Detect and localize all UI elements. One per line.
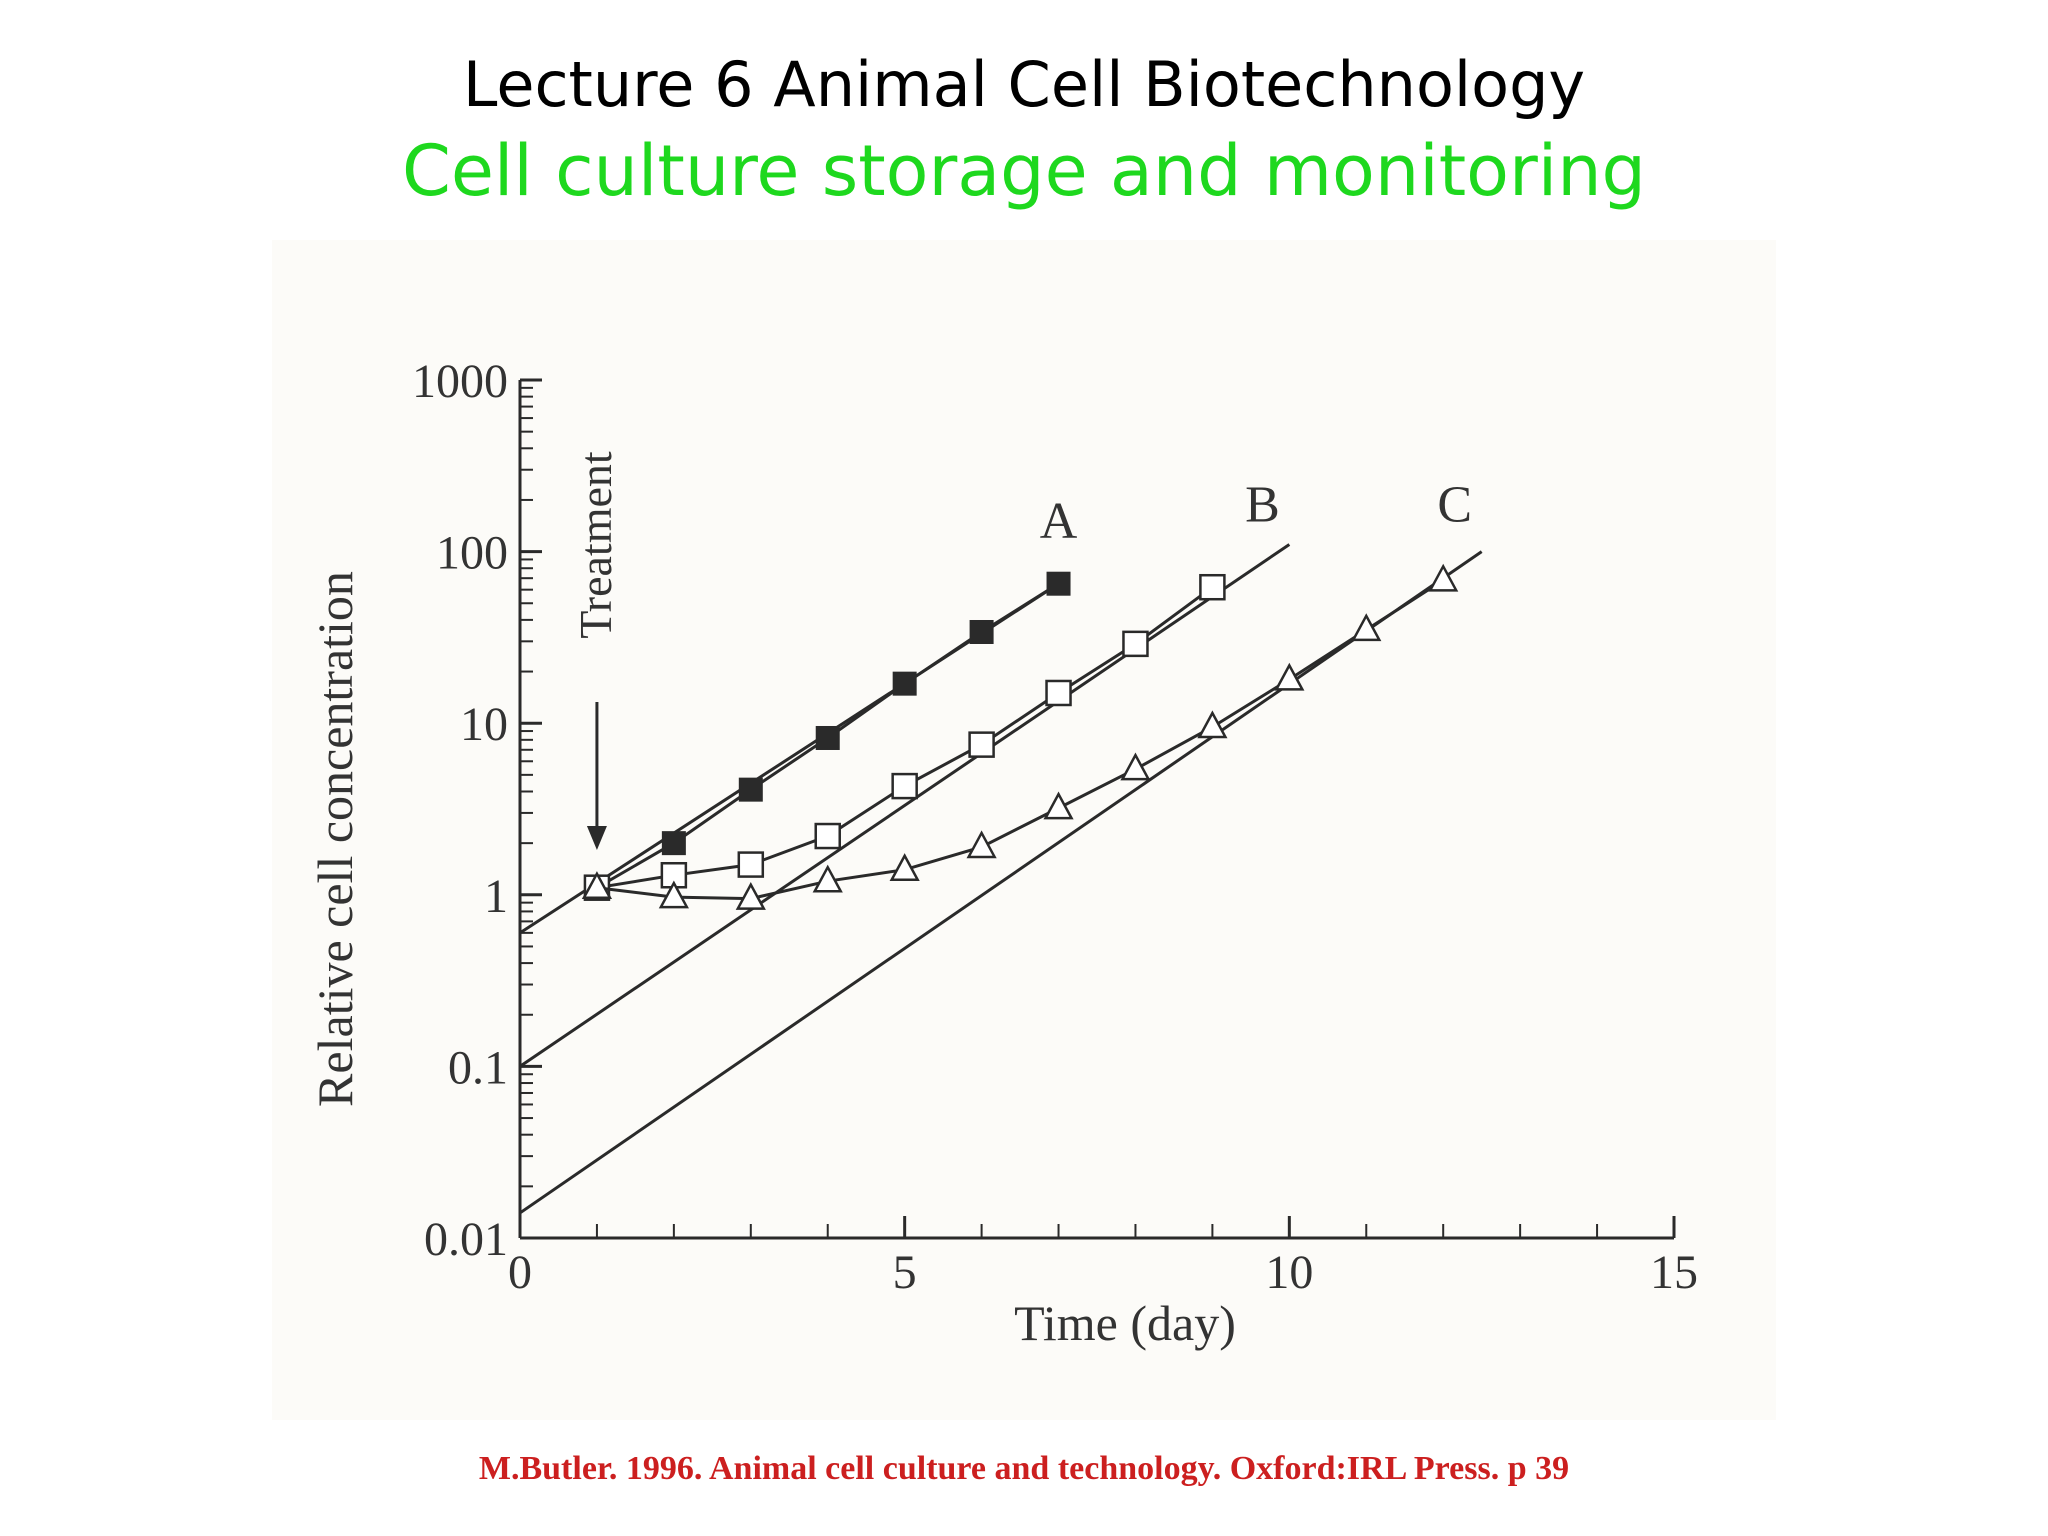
data-point — [581, 871, 613, 899]
y-tick-label: 1 — [484, 870, 508, 923]
x-tick-label: 0 — [508, 1246, 532, 1299]
series-data-line — [596, 579, 1445, 901]
data-point — [891, 772, 918, 800]
y-tick-label: 100 — [436, 527, 508, 580]
series-label: B — [1245, 476, 1280, 533]
data-point — [1122, 630, 1149, 658]
x-tick-label: 5 — [893, 1246, 917, 1299]
series-c: C — [519, 476, 1483, 1215]
slide-subtitle: Cell culture storage and monitoring — [401, 130, 1646, 212]
data-point — [737, 851, 765, 878]
data-point — [1351, 613, 1382, 642]
y-tick-label: 0.1 — [448, 1041, 508, 1094]
data-point — [968, 731, 995, 758]
series-fit-line — [519, 550, 1483, 1215]
data-point — [969, 619, 994, 644]
data-point — [738, 777, 763, 802]
data-point — [658, 880, 689, 909]
series-fit-line — [519, 543, 1291, 1068]
data-point — [815, 725, 840, 750]
growth-curve-chart: 0.01 0.1 1 10 100 1000 0 5 10 15 Time (day) Relativ… — [307, 355, 1698, 1351]
series-a: A — [519, 493, 1078, 935]
slide-title: Lecture 6 Animal Cell Biotechnology — [462, 48, 1586, 121]
data-point — [1274, 662, 1305, 691]
data-point — [1197, 710, 1228, 739]
data-point — [1043, 791, 1074, 820]
series-label: A — [1040, 493, 1078, 550]
y-axis-label: Relative cell concentration — [307, 571, 363, 1107]
treatment-arrowhead — [586, 826, 607, 850]
x-tick-label: 10 — [1265, 1246, 1313, 1299]
y-tick-label: 1000 — [412, 355, 508, 408]
data-point — [660, 861, 688, 889]
data-point — [814, 822, 841, 850]
data-point — [812, 864, 843, 893]
x-tick-label: 15 — [1650, 1246, 1698, 1299]
data-point — [892, 671, 917, 696]
data-point — [735, 881, 766, 910]
data-point — [1199, 573, 1226, 601]
data-point — [1120, 752, 1151, 781]
data-point — [1428, 563, 1459, 592]
y-tick-label: 0.01 — [424, 1213, 508, 1266]
data-point — [1046, 571, 1071, 596]
data-point — [966, 830, 997, 859]
citation: M.Butler. 1996. Animal cell culture and … — [478, 1450, 1570, 1487]
series-data-line — [596, 585, 1214, 890]
data-point — [661, 831, 686, 856]
series-b: B — [519, 476, 1291, 1068]
x-axis-label: Time (day) — [1014, 1295, 1236, 1351]
y-tick-label: 10 — [460, 698, 508, 751]
data-point — [1045, 679, 1072, 707]
chart-panel: 0.01 0.1 1 10 100 1000 0 5 10 15 Time (day) Relativ… — [272, 240, 1776, 1420]
series-label: C — [1437, 476, 1472, 533]
data-point — [889, 853, 920, 881]
treatment-label: Treatment — [570, 451, 621, 639]
